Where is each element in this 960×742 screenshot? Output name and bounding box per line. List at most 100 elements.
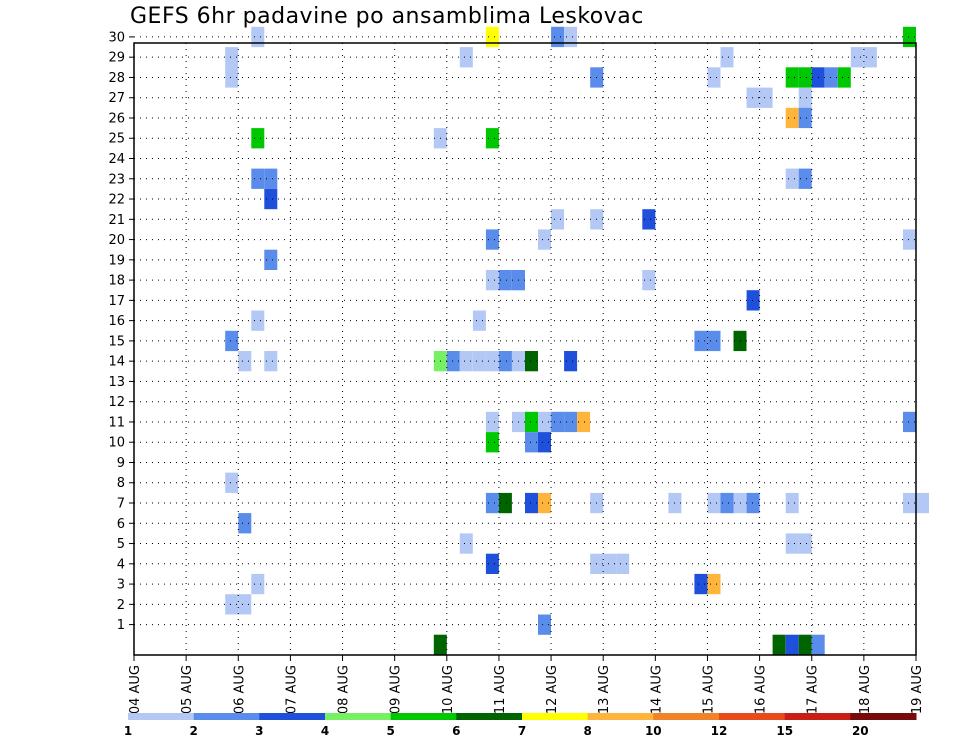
precip-cell — [485, 26, 499, 48]
precip-cell — [485, 351, 499, 372]
colorbar-swatch — [784, 713, 851, 720]
precip-cell — [785, 67, 799, 88]
precip-cell — [824, 67, 838, 88]
precip-cell — [863, 47, 877, 68]
y-tick-label: 8 — [117, 476, 125, 491]
y-tick-label: 12 — [108, 395, 125, 410]
precip-cell — [459, 351, 473, 372]
y-tick-label: 19 — [108, 253, 125, 268]
y-tick-label: 14 — [108, 355, 125, 370]
colorbar-swatch — [522, 713, 589, 720]
precip-cell — [785, 492, 799, 514]
precip-cell — [798, 87, 812, 108]
x-tick-label: 06 AUG — [232, 665, 247, 714]
colorbar-swatch — [325, 713, 392, 720]
precip-cell — [564, 26, 578, 48]
precip-cell — [785, 634, 799, 655]
precip-cell — [798, 634, 812, 655]
precip-cell — [798, 533, 812, 554]
precip-cell — [785, 533, 799, 554]
precip-cell — [746, 492, 760, 514]
colorbar-label: 12 — [711, 724, 728, 738]
colorbar-label: 6 — [452, 724, 460, 738]
colorbar-label: 3 — [255, 724, 263, 738]
y-tick-label: 10 — [108, 436, 125, 451]
precip-cell — [485, 270, 499, 291]
precip-cell — [903, 26, 916, 48]
precip-cell — [798, 107, 812, 129]
precip-cell — [264, 168, 278, 189]
colorbar-label: 4 — [321, 724, 329, 738]
precip-cell — [525, 492, 538, 514]
y-tick-label: 21 — [108, 213, 125, 228]
precip-cell — [707, 330, 721, 352]
colorbar-label: 8 — [584, 724, 592, 738]
y-tick-label: 27 — [108, 91, 125, 106]
colorbar-label: 7 — [518, 724, 526, 738]
precip-cell — [903, 229, 916, 250]
precip-cell — [525, 411, 538, 433]
precip-cell — [472, 351, 486, 372]
y-tick-label: 7 — [117, 497, 125, 512]
precip-cell — [746, 87, 760, 108]
y-tick-label: 6 — [117, 517, 125, 532]
precip-cell — [785, 107, 799, 129]
precip-cell — [459, 533, 473, 554]
precip-cell — [238, 594, 252, 615]
precip-cell — [564, 351, 578, 372]
colorbar-swatch — [719, 713, 786, 720]
precip-cell — [903, 411, 916, 433]
precip-cell — [538, 229, 551, 250]
colorbar-label: 2 — [190, 724, 198, 738]
precip-cell — [225, 47, 239, 68]
precip-cell — [850, 47, 864, 68]
precip-cell — [811, 634, 825, 655]
colorbar-swatch — [456, 713, 523, 720]
precip-cell — [498, 492, 512, 514]
y-tick-label: 2 — [117, 598, 125, 613]
precip-cell — [772, 634, 786, 655]
precip-cell — [264, 249, 278, 270]
precip-cell — [551, 411, 565, 433]
precip-cell — [759, 87, 773, 108]
precip-cell — [564, 411, 578, 433]
precip-cell — [707, 67, 721, 88]
precip-cell — [551, 209, 565, 230]
x-tick-label: 16 AUG — [754, 665, 769, 714]
y-tick-label: 26 — [108, 111, 125, 126]
precip-cell — [785, 168, 799, 189]
precip-cell — [720, 492, 734, 514]
plot-frame — [133, 42, 917, 656]
y-tick-label: 5 — [117, 537, 125, 552]
y-tick-label: 28 — [108, 71, 125, 86]
precip-cell — [251, 26, 265, 48]
precip-cell — [538, 411, 551, 433]
colorbar-swatch — [193, 713, 260, 720]
colorbar-label: 1 — [124, 724, 132, 738]
colorbar-label: 5 — [387, 724, 395, 738]
y-tick-label: 3 — [117, 578, 125, 593]
y-tick-label: 18 — [108, 274, 125, 289]
precip-cell — [538, 492, 551, 514]
x-tick-label: 19 AUG — [910, 665, 925, 714]
precip-cell — [798, 168, 812, 189]
precip-cell — [707, 573, 721, 595]
precip-cell — [238, 513, 252, 534]
precip-cell — [694, 573, 708, 595]
precip-cell — [433, 634, 447, 655]
colorbar-label: 15 — [776, 724, 793, 738]
x-tick-label: 18 AUG — [858, 665, 873, 714]
y-tick-label: 17 — [108, 294, 125, 309]
precip-cell — [238, 351, 252, 372]
y-tick-label: 11 — [108, 415, 125, 430]
precip-cell — [485, 432, 499, 453]
y-tick-label: 1 — [117, 618, 125, 633]
precip-cell — [642, 209, 656, 230]
x-tick-label: 08 AUG — [337, 665, 352, 714]
precip-cell — [498, 351, 512, 372]
y-tick-label: 24 — [108, 152, 125, 167]
colorbar-label: 20 — [852, 724, 869, 738]
precip-cell — [251, 573, 265, 595]
precip-cell — [264, 351, 278, 372]
